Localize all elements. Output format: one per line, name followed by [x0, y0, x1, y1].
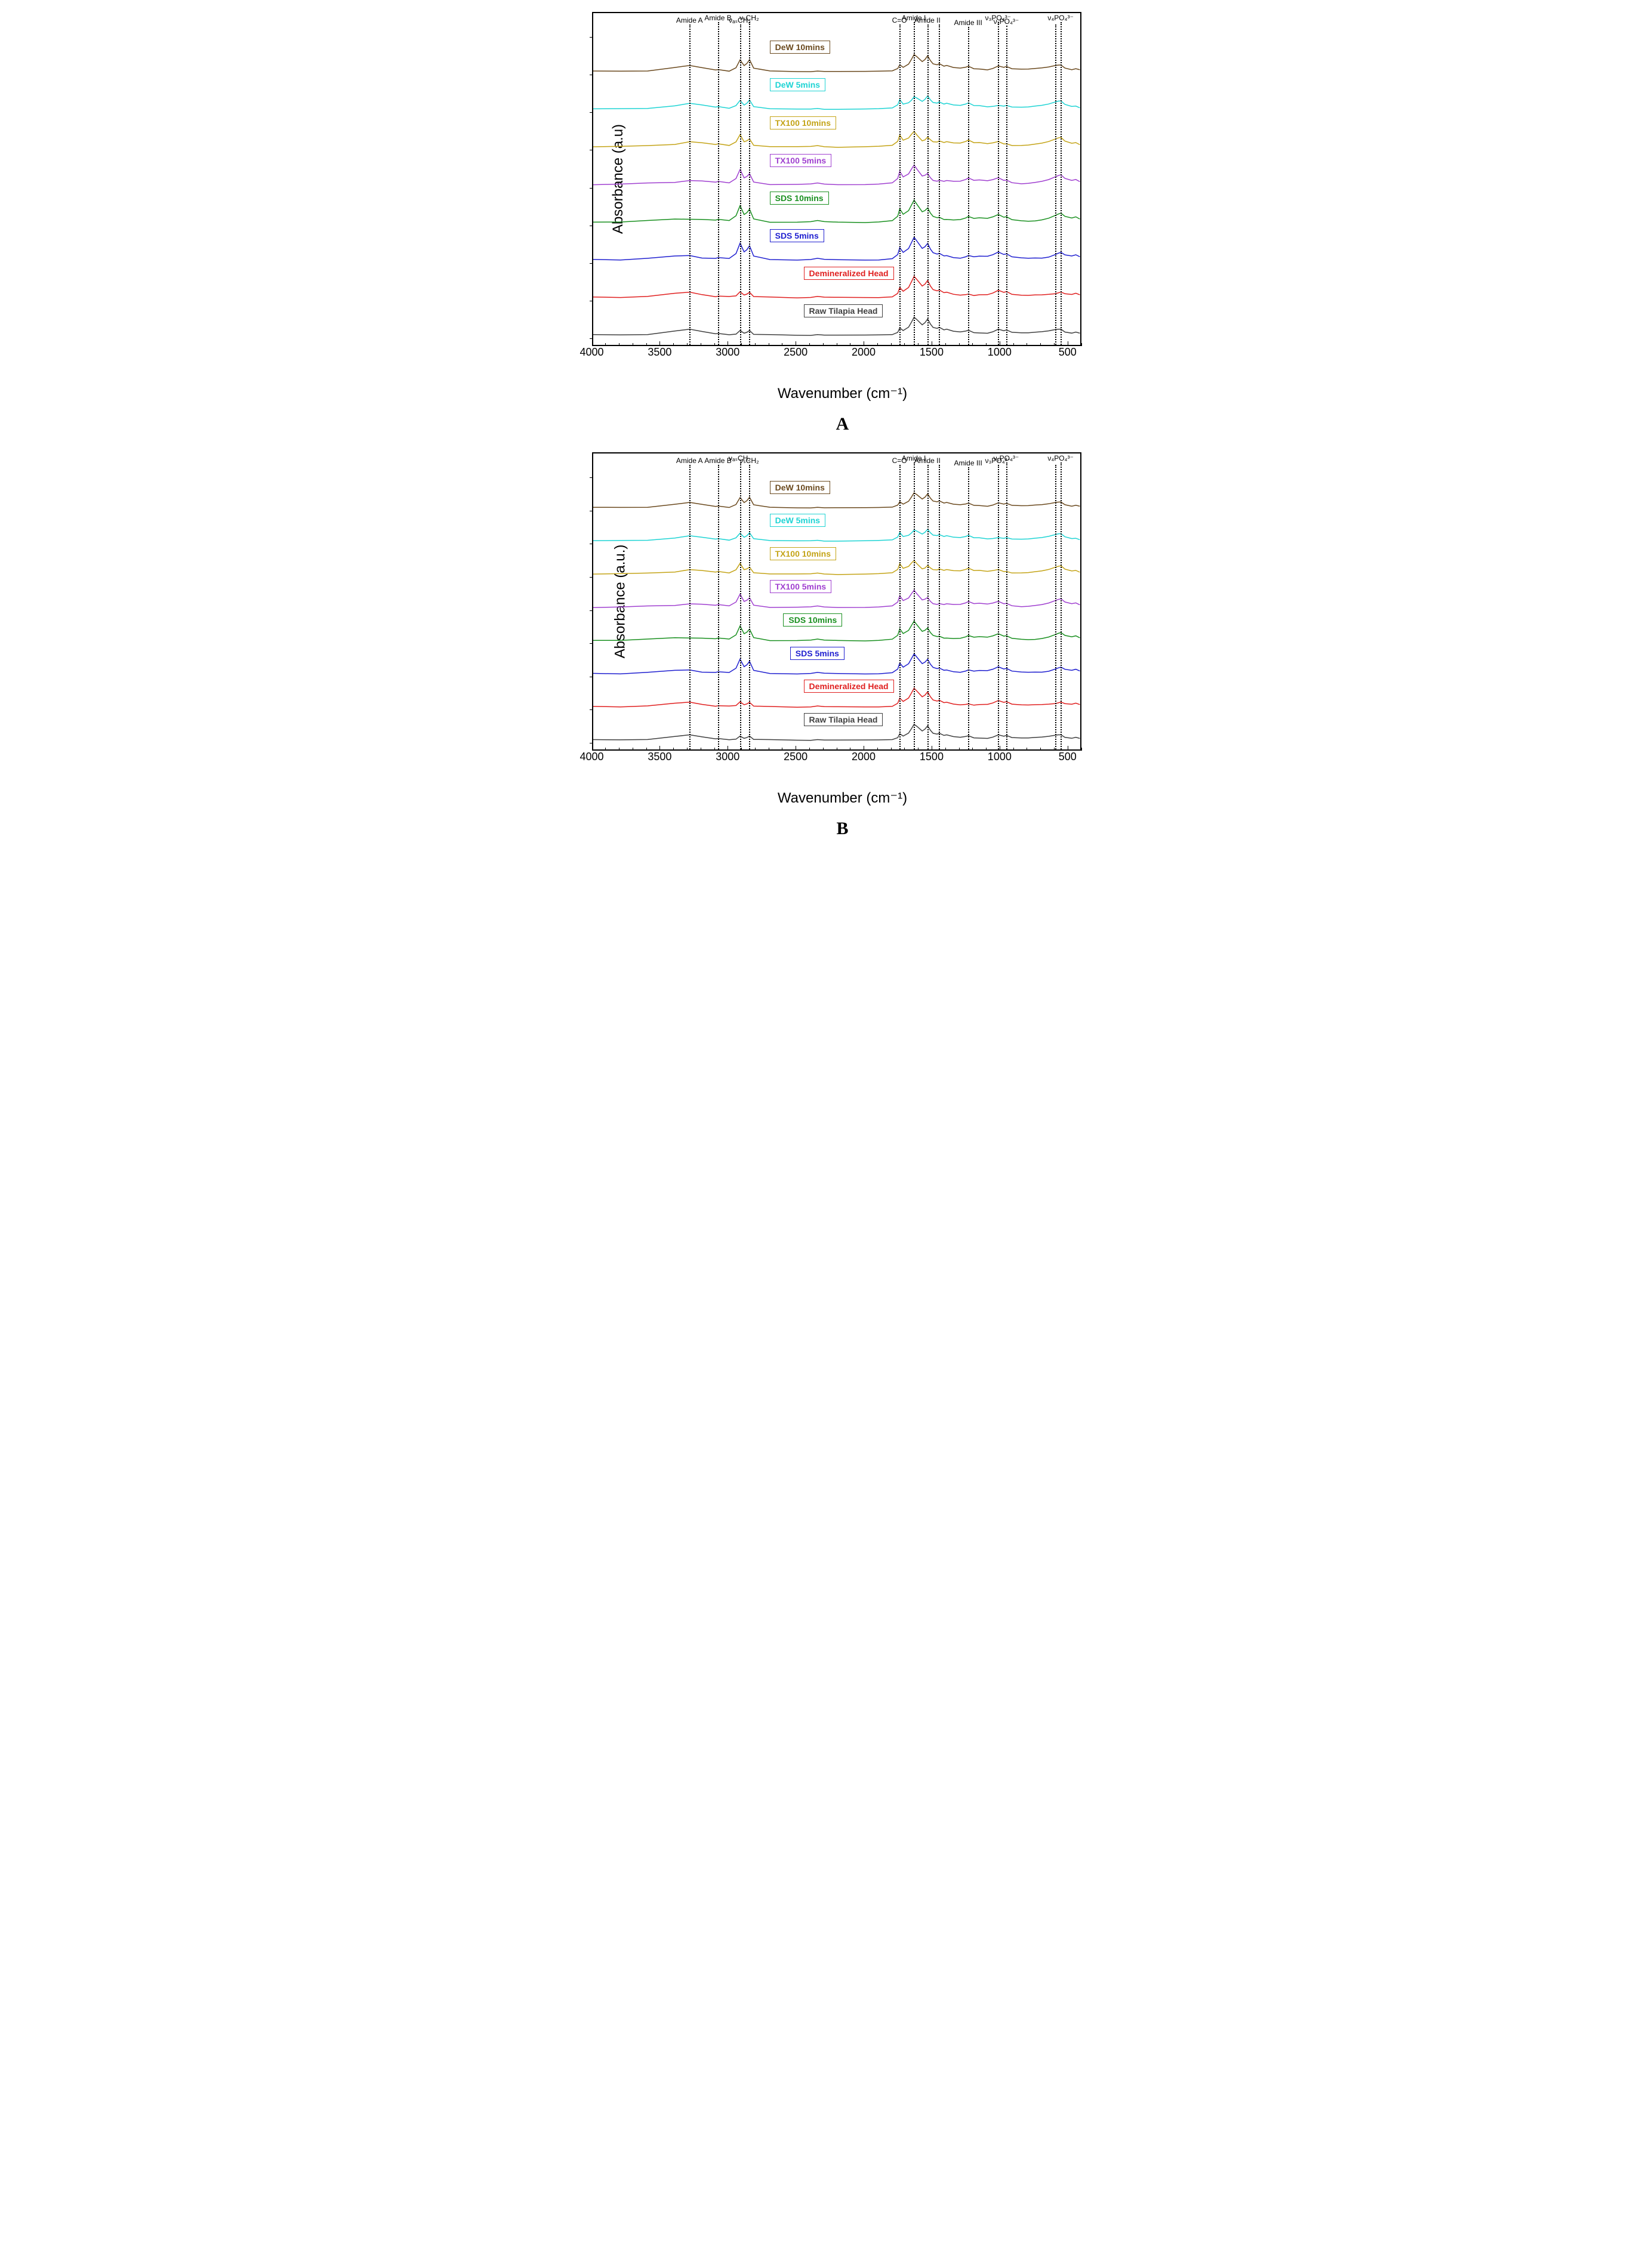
peak-line-3290 [689, 465, 691, 749]
x-tick-1500: 1500 [920, 346, 944, 359]
panel-B-wrapper: Absorbance (a.u.) DeW 10minsDeW 5minsTX1… [556, 452, 1093, 839]
peak-label-ν₄PO₄³⁻: ν₄PO₄³⁻ [1047, 454, 1073, 462]
peak-label-Amide III: Amide III [954, 18, 982, 27]
x-axis-label-A: Wavenumber (cm⁻¹) [592, 385, 1093, 402]
x-ticks-A: 4000350030002500200015001000500 [592, 346, 1081, 364]
peak-label-νₛCH₂: νₛCH₂ [739, 14, 759, 22]
peak-label-ν₁PO₄³⁻: ν₁PO₄³⁻ [994, 17, 1019, 26]
x-tick-4000: 4000 [580, 751, 603, 763]
panel-A-wrapper: Absorbance (a.u) DeW 10minsDeW 5minsTX10… [556, 12, 1093, 434]
peak-line-1640 [914, 22, 915, 345]
peak-line-960 [1006, 462, 1007, 749]
peak-line-1240 [968, 467, 969, 749]
x-ticks-B: 4000350030002500200015001000500 [592, 751, 1081, 769]
x-tick-500: 500 [1059, 346, 1077, 359]
peak-line-1540 [927, 24, 929, 345]
x-tick-3500: 3500 [648, 751, 671, 763]
peak-line-1745 [899, 24, 901, 345]
peak-line-600 [1055, 24, 1056, 345]
peak-line-1640 [914, 462, 915, 749]
spectra-svg [593, 13, 1083, 347]
peak-label-ν₄PO₄³⁻: ν₄PO₄³⁻ [1047, 14, 1073, 22]
peak-label-Amide A: Amide A [676, 456, 703, 465]
peak-label-Amide B: Amide B [704, 456, 731, 465]
peak-line-560 [1061, 462, 1062, 749]
x-tick-2500: 2500 [784, 346, 807, 359]
peak-line-3290 [689, 24, 691, 345]
x-tick-3500: 3500 [648, 346, 671, 359]
peak-label-ν₁PO₄³⁻: ν₁PO₄³⁻ [994, 454, 1019, 462]
peak-line-600 [1055, 465, 1056, 749]
plot-area-B: Absorbance (a.u.) DeW 10minsDeW 5minsTX1… [592, 452, 1081, 751]
x-tick-2000: 2000 [852, 751, 876, 763]
x-tick-1000: 1000 [988, 751, 1012, 763]
peak-line-1745 [899, 465, 901, 749]
peak-line-1020 [998, 465, 999, 749]
x-tick-2000: 2000 [852, 346, 876, 359]
peak-line-1455 [939, 465, 940, 749]
x-tick-2500: 2500 [784, 751, 807, 763]
peak-line-3080 [718, 22, 719, 345]
x-tick-1000: 1000 [988, 346, 1012, 359]
plot-area-A: Absorbance (a.u) DeW 10minsDeW 5minsTX10… [592, 12, 1081, 346]
peak-label-νₛCH₂: νₛCH₂ [739, 456, 759, 465]
peak-line-3080 [718, 465, 719, 749]
peak-line-2920 [740, 462, 741, 749]
peak-line-1540 [927, 465, 929, 749]
peak-line-560 [1061, 22, 1062, 345]
x-tick-1500: 1500 [920, 751, 944, 763]
peak-line-2920 [740, 24, 741, 345]
peak-line-2850 [749, 465, 750, 749]
x-axis-label-B: Wavenumber (cm⁻¹) [592, 789, 1093, 807]
peak-label-Amide III: Amide III [954, 459, 982, 467]
peak-line-2850 [749, 22, 750, 345]
peak-line-1020 [998, 22, 999, 345]
peak-line-1455 [939, 24, 940, 345]
spectra-svg [593, 453, 1083, 752]
peak-label-Amide B: Amide B [704, 14, 731, 22]
panel-label-A: A [592, 414, 1093, 434]
peak-label-Amide II: Amide II [914, 456, 941, 465]
x-tick-500: 500 [1059, 751, 1077, 763]
peak-label-Amide A: Amide A [676, 16, 703, 24]
panel-label-B: B [592, 819, 1093, 839]
x-tick-4000: 4000 [580, 346, 603, 359]
x-tick-3000: 3000 [716, 751, 739, 763]
peak-line-960 [1006, 26, 1007, 345]
peak-line-1240 [968, 27, 969, 345]
x-tick-3000: 3000 [716, 346, 739, 359]
peak-label-Amide II: Amide II [914, 16, 941, 24]
